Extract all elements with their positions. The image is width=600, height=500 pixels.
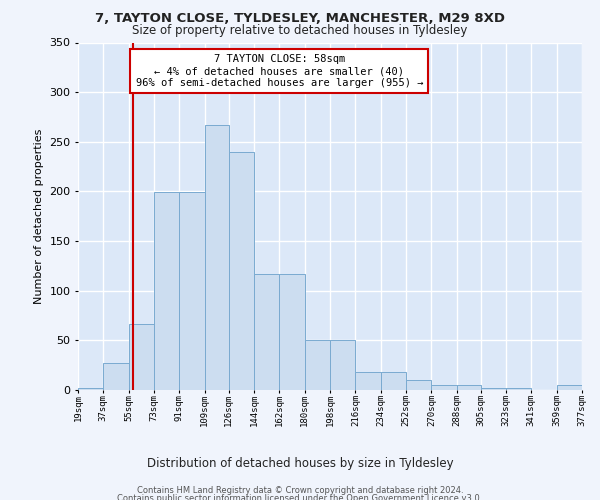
Bar	[481, 388, 506, 390]
Bar	[179, 192, 205, 390]
Text: Contains public sector information licensed under the Open Government Licence v3: Contains public sector information licen…	[118, 494, 482, 500]
Bar	[506, 388, 532, 390]
Bar	[457, 385, 481, 390]
Bar	[78, 388, 103, 390]
Text: 7 TAYTON CLOSE: 58sqm
← 4% of detached houses are smaller (40)
96% of semi-detac: 7 TAYTON CLOSE: 58sqm ← 4% of detached h…	[136, 54, 423, 88]
Bar	[380, 372, 406, 390]
Text: Contains HM Land Registry data © Crown copyright and database right 2024.: Contains HM Land Registry data © Crown c…	[137, 486, 463, 495]
Bar	[205, 125, 229, 390]
Bar	[557, 385, 582, 390]
Text: 7, TAYTON CLOSE, TYLDESLEY, MANCHESTER, M29 8XD: 7, TAYTON CLOSE, TYLDESLEY, MANCHESTER, …	[95, 12, 505, 26]
Bar	[406, 380, 431, 390]
Bar	[280, 274, 305, 390]
Bar	[305, 340, 330, 390]
Bar	[330, 340, 355, 390]
Bar	[254, 274, 280, 390]
Text: Distribution of detached houses by size in Tyldesley: Distribution of detached houses by size …	[146, 458, 454, 470]
Bar	[229, 152, 254, 390]
Bar	[355, 372, 380, 390]
Bar	[128, 324, 154, 390]
Bar	[103, 363, 128, 390]
Text: Size of property relative to detached houses in Tyldesley: Size of property relative to detached ho…	[133, 24, 467, 37]
Bar	[154, 192, 179, 390]
Y-axis label: Number of detached properties: Number of detached properties	[34, 128, 44, 304]
Bar	[431, 385, 457, 390]
